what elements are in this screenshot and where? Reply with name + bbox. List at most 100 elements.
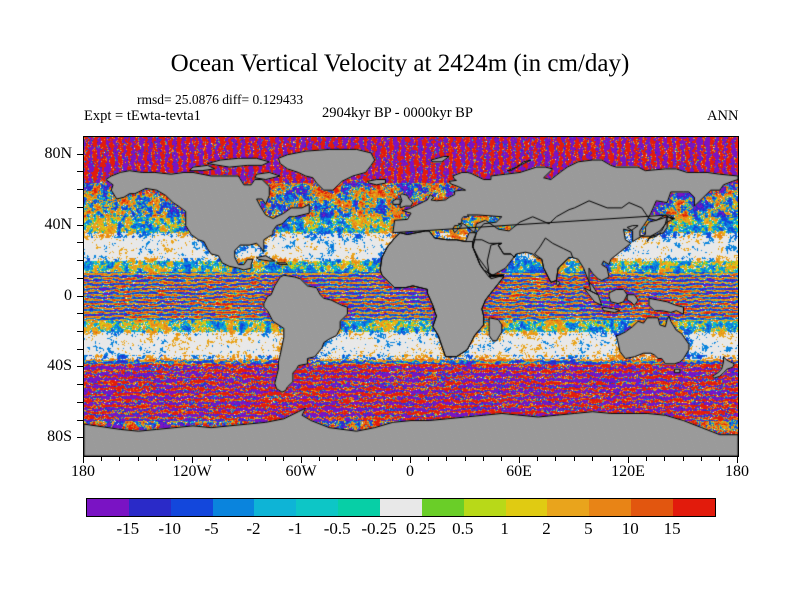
colorbar-tick-label: 5	[584, 519, 593, 538]
x-axis-tick	[701, 456, 702, 461]
y-axis-label: 40S	[47, 357, 72, 374]
page-title: Ocean Vertical Velocity at 2424m (in cm/…	[170, 50, 630, 77]
x-axis-label: 60W	[285, 463, 317, 480]
y-axis-tick	[77, 349, 83, 350]
y-axis-tick	[77, 225, 83, 226]
colorbar-band	[463, 499, 506, 516]
x-axis-label: 120E	[611, 463, 645, 480]
colorbar-band	[254, 499, 297, 516]
x-axis-tick	[283, 456, 284, 461]
colorbar-band	[505, 499, 548, 516]
season-annotation: ANN	[707, 108, 739, 124]
colorbar-band	[338, 499, 381, 516]
y-axis-tick	[77, 366, 83, 367]
x-axis-label: 0	[406, 463, 414, 480]
x-axis-tick	[446, 456, 447, 461]
y-axis-tick	[77, 437, 83, 438]
colorbar-band	[421, 499, 464, 516]
colorbar-band	[212, 499, 255, 516]
x-axis-tick	[119, 456, 120, 461]
x-axis-tick	[301, 456, 302, 463]
colorbar-tick-label: -10	[158, 519, 182, 538]
y-axis-tick	[77, 189, 83, 190]
y-axis-label: 80N	[44, 145, 72, 162]
colorbar-band	[380, 499, 422, 516]
x-axis-tick	[683, 456, 684, 461]
x-axis-tick	[737, 456, 738, 463]
x-axis-tick	[664, 456, 665, 461]
y-axis-tick	[77, 402, 83, 403]
x-axis-tick	[501, 456, 502, 461]
colorbar-band	[631, 499, 674, 516]
x-axis-tick	[646, 456, 647, 461]
y-axis-tick	[77, 384, 83, 385]
colorbar	[86, 498, 716, 517]
x-axis-tick	[101, 456, 102, 461]
colorbar-tick-label: -2	[246, 519, 261, 538]
y-axis-tick	[77, 207, 83, 208]
x-axis-tick	[174, 456, 175, 461]
colorbar-tick-label: -5	[204, 519, 219, 538]
colorbar-band	[170, 499, 213, 516]
colorbar-tick-label: 10	[621, 519, 639, 538]
x-axis-label: 60E	[506, 463, 532, 480]
x-axis-tick	[537, 456, 538, 461]
colorbar-tick-label: -0.5	[323, 519, 351, 538]
x-axis-tick	[628, 456, 629, 463]
colorbar-tick-label: 15	[663, 519, 681, 538]
y-axis-tick	[77, 331, 83, 332]
colorbar-band	[296, 499, 339, 516]
x-axis-label: 120W	[172, 463, 212, 480]
colorbar-tick-label: -1	[288, 519, 303, 538]
colorbar-tick-label: 0.5	[452, 519, 474, 538]
y-axis-tick	[77, 313, 83, 314]
y-axis-tick	[77, 260, 83, 261]
y-axis-label: 80S	[47, 428, 72, 445]
rmsd-annotation: rmsd= 25.0876 diff= 0.129433	[137, 92, 304, 107]
x-axis-label: 180	[725, 463, 749, 480]
colorbar-band	[547, 499, 590, 516]
x-axis-tick	[247, 456, 248, 461]
x-axis-tick	[610, 456, 611, 461]
y-axis-tick	[77, 296, 83, 297]
y-axis-tick	[77, 242, 83, 243]
colorbar-band	[673, 499, 715, 516]
x-axis-tick	[228, 456, 229, 461]
x-axis-tick	[428, 456, 429, 461]
x-axis-tick	[410, 456, 411, 463]
x-axis-tick	[192, 456, 193, 463]
x-axis-tick	[319, 456, 320, 461]
colorbar-tick-label: 0.25	[406, 519, 436, 538]
colorbar-tick-label: -0.25	[361, 519, 397, 538]
x-axis-label: 180	[71, 463, 95, 480]
x-axis-tick	[392, 456, 393, 461]
x-axis-tick	[555, 456, 556, 461]
map-plot-area	[83, 136, 739, 457]
colorbar-tick-label: 2	[542, 519, 551, 538]
x-axis-tick	[356, 456, 357, 461]
y-axis-tick	[77, 278, 83, 279]
y-axis-tick	[77, 171, 83, 172]
x-axis-tick	[483, 456, 484, 461]
x-axis-tick	[374, 456, 375, 461]
x-axis-tick	[83, 456, 84, 463]
y-axis-tick	[77, 420, 83, 421]
velocity-heatmap-canvas	[84, 137, 738, 456]
colorbar-tick-label: 1	[500, 519, 509, 538]
x-axis-tick	[337, 456, 338, 461]
x-axis-tick	[719, 456, 720, 461]
x-axis-tick	[265, 456, 266, 461]
experiment-annotation: Expt = tEwta-tevta1	[84, 108, 201, 124]
x-axis-tick	[210, 456, 211, 461]
x-axis-tick	[519, 456, 520, 463]
x-axis-tick	[592, 456, 593, 461]
colorbar-band	[589, 499, 632, 516]
x-axis-tick	[156, 456, 157, 461]
period-annotation: 2904kyr BP - 0000kyr BP	[322, 105, 473, 121]
colorbar-band	[128, 499, 171, 516]
colorbar-band	[87, 499, 129, 516]
x-axis-tick	[574, 456, 575, 461]
y-axis-label: 40N	[44, 216, 72, 233]
colorbar-tick-label: -15	[116, 519, 140, 538]
